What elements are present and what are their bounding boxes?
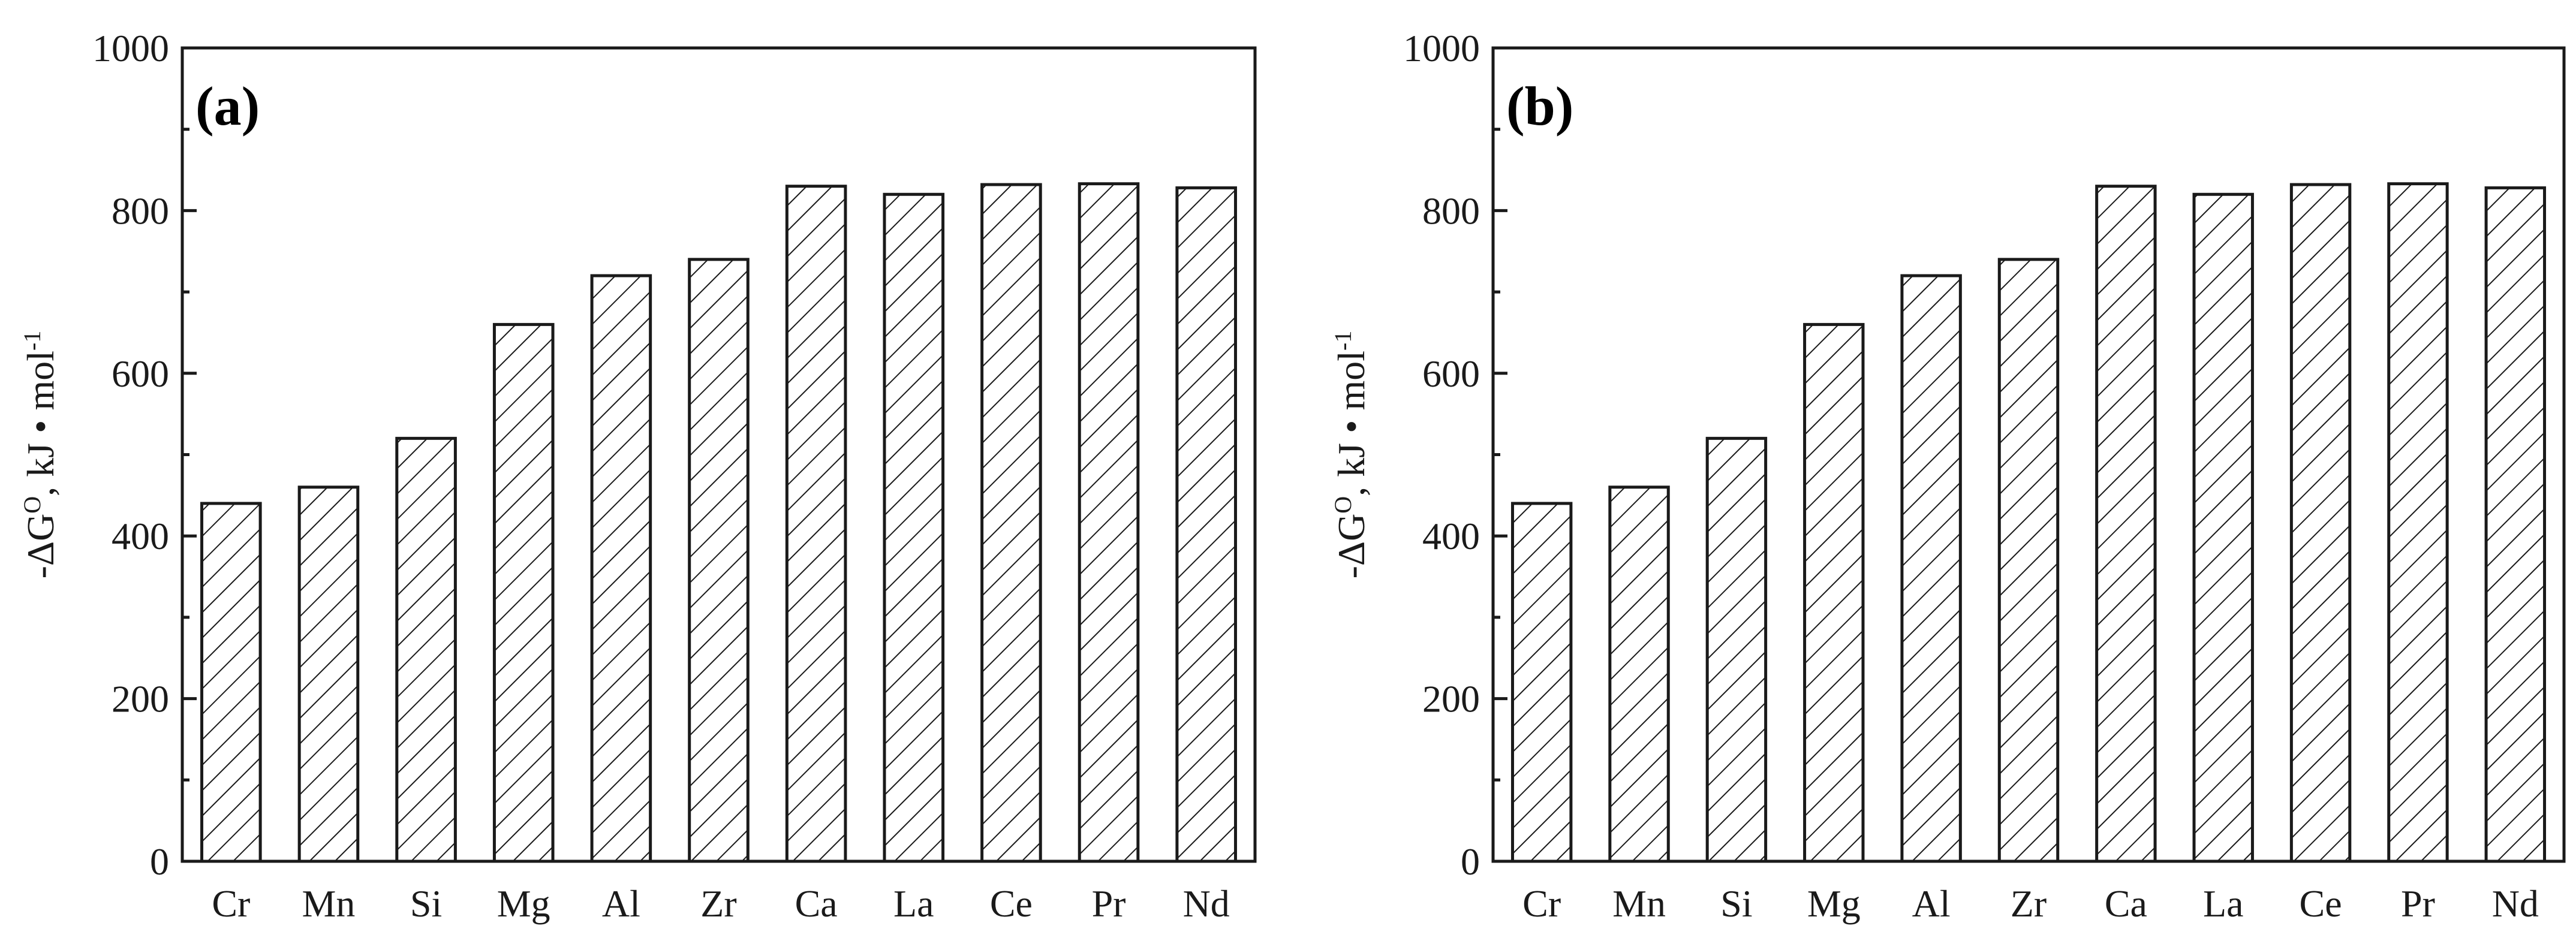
y-ticks: 0 200 400 600 800 1000 [92,27,197,883]
x-tick-label: La [2203,882,2244,925]
chart-panel-b: (b) -ΔGO, kJ • mol-1 0 200 400 600 800 1000 C… [1329,27,2566,925]
y-axis-label: -ΔGO, kJ • mol-1 [1329,331,1373,579]
x-tick-label: Cr [1522,882,1561,925]
bar-zr [688,258,750,863]
bar-si [395,436,457,863]
bar-ca [2095,185,2157,863]
x-tick-label: Ca [2105,882,2147,925]
y-tick-label: 200 [1422,678,1480,720]
x-tick-label: Al [602,882,640,925]
x-tick-label: Pr [2401,882,2435,925]
bar-ce [980,183,1042,863]
x-tick-labels: Cr Mn Si Mg Al Zr Ca La Ce Pr Nd [212,882,1229,925]
y-tick-label: 0 [1461,840,1480,883]
y-axis-label-sup2: -1 [1329,331,1356,351]
bar-la [2192,192,2254,863]
x-tick-label: Ce [2300,882,2342,925]
x-tick-label: Mn [1612,882,1666,925]
bars [200,182,1237,863]
bar-si [1705,436,1768,863]
bar-al [1900,274,1962,863]
x-tick-labels: Cr Mn Si Mg Al Zr Ca La Ce Pr Nd [1522,882,2539,925]
x-tick-label: Mg [497,882,550,925]
y-axis-label-sup2: -1 [19,331,46,351]
bar-al [590,274,652,863]
bar-pr [2387,182,2449,863]
x-tick-label: Mg [1807,882,1861,925]
y-axis-label: -ΔGO, kJ • mol-1 [19,331,62,579]
bar-mn [297,485,360,863]
panel-label: (b) [1506,76,1573,137]
y-tick-label: 800 [1422,189,1480,232]
y-axis-label-sup1: O [19,496,46,514]
x-tick-label: Pr [1092,882,1126,925]
y-tick-label: 800 [112,189,169,232]
y-tick-label: 200 [112,678,169,720]
x-tick-label: Ce [990,882,1033,925]
y-tick-label: 0 [150,840,169,883]
panel-label: (a) [195,76,260,137]
bar-mg [492,322,555,863]
bar-ca [785,185,847,863]
bar-la [883,192,945,863]
y-axis-label-prefix: -ΔG [1330,514,1373,579]
x-tick-label: Nd [1183,882,1230,925]
x-tick-label: Ca [795,882,838,925]
bar-ce [2289,183,2352,863]
x-tick-label: Nd [2492,882,2539,925]
bar-cr [1510,502,1573,863]
y-axis-label-sup1: O [1329,496,1356,514]
y-tick-label: 400 [112,515,169,557]
bar-nd [2484,186,2547,863]
x-tick-label: Zr [2011,882,2047,925]
bar-cr [200,502,262,863]
chart-panel-a: (a) -ΔGO, kJ • mol-1 0 200 400 600 800 1000 C… [19,27,1257,925]
y-axis-label-prefix: -ΔG [19,514,62,579]
bar-zr [1997,258,2060,863]
x-tick-label: Al [1912,882,1951,925]
y-tick-label: 600 [1422,352,1480,395]
x-tick-label: Mn [302,882,356,925]
y-axis-label-mid: , kJ • mol [1330,351,1373,496]
y-axis-label-mid: , kJ • mol [19,351,62,496]
bar-mg [1803,322,1865,863]
x-tick-label: La [893,882,934,925]
y-ticks: 0 200 400 600 800 1000 [1403,27,1507,883]
bars [1510,182,2547,863]
bar-nd [1175,186,1237,863]
y-tick-label: 1000 [92,27,169,70]
x-tick-label: Si [1720,882,1752,925]
y-tick-label: 1000 [1403,27,1480,70]
bar-pr [1078,182,1140,863]
y-tick-label: 400 [1422,515,1480,557]
bar-mn [1608,485,1670,863]
y-tick-label: 600 [112,352,169,395]
x-tick-label: Si [410,882,442,925]
x-tick-label: Zr [700,882,736,925]
x-tick-label: Cr [212,882,250,925]
